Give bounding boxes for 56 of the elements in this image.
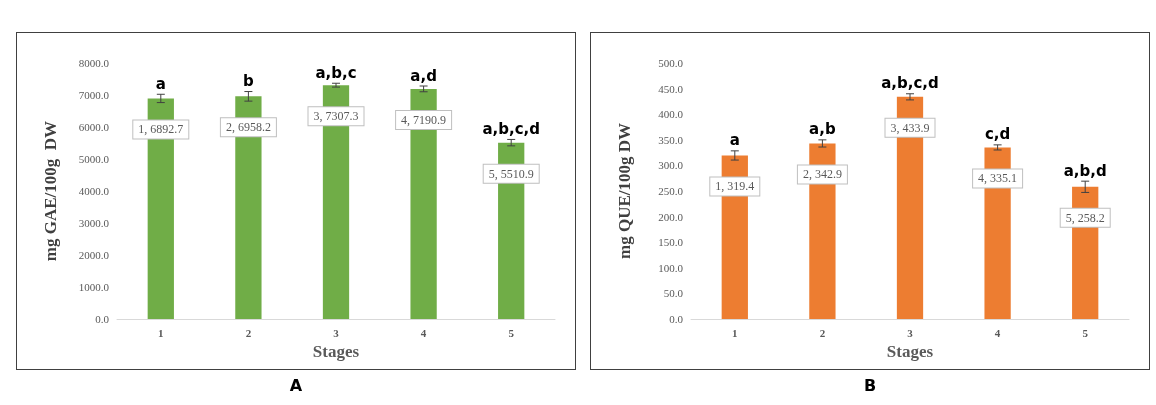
data-label: 3, 7307.3 (313, 109, 359, 124)
y-tick-label: 7000.0 (78, 89, 110, 101)
x-axis-title: Stages (886, 342, 934, 361)
annotation: a (729, 131, 740, 150)
y-tick-label: 50.0 (663, 287, 684, 300)
y-tick-label: 200.0 (658, 210, 684, 223)
data-label: 1, 6892.7 (138, 122, 184, 137)
y-tick-label: 5000.0 (78, 153, 110, 165)
annotation: a,d (410, 66, 437, 85)
data-label: 3, 433.9 (890, 120, 930, 135)
y-tick-label: 100.0 (658, 261, 684, 274)
data-label: 4, 7190.9 (401, 112, 447, 127)
data-label: 4, 335.1 (978, 171, 1018, 186)
text: B (862, 376, 878, 395)
y-tick-label: 2000.0 (78, 249, 110, 261)
x-tick-label: 1 (158, 326, 164, 339)
x-tick-label: 5 (508, 326, 515, 339)
x-tick-label: 3 (333, 326, 340, 339)
y-tick-label: 1000.0 (78, 281, 110, 293)
data-label: 2, 6958.2 (225, 120, 271, 135)
data-label: 5, 258.2 (1065, 210, 1105, 225)
x-tick-label: 4 (994, 326, 1001, 339)
annotation: a,b,c (315, 63, 357, 82)
x-tick-label: 2 (245, 326, 252, 339)
x-tick-label: 2 (819, 326, 826, 339)
y-tick-label: 150.0 (658, 236, 684, 249)
annotation: a (155, 74, 166, 93)
y-tick-label: 4000.0 (78, 185, 110, 197)
y-tick-label: 0.0 (95, 313, 110, 325)
y-tick-label: 8000.0 (78, 57, 110, 69)
y-tick-label: 500.0 (658, 57, 684, 69)
x-tick-label: 1 (732, 326, 738, 339)
y-tick-label: 350.0 (658, 133, 684, 146)
annotation: a,b,c,d (482, 119, 540, 138)
y-tick-label: 450.0 (658, 82, 684, 95)
y-tick-label: 6000.0 (78, 121, 110, 133)
x-tick-label: 3 (907, 326, 914, 339)
annotation: b (243, 72, 255, 91)
annotation: a,b (809, 120, 836, 139)
y-tick-label: 3000.0 (78, 217, 110, 229)
x-tick-label: 5 (1082, 326, 1089, 339)
annotation: a,b,c,d (881, 74, 939, 93)
y-tick-label: 400.0 (658, 108, 684, 121)
y-tick-label: 0.0 (669, 313, 684, 325)
data-label: 5, 5510.9 (488, 166, 534, 181)
y-axis-title: mg GAE/100g DW (41, 120, 60, 262)
text: A (288, 376, 304, 395)
data-label: 2, 342.9 (802, 167, 842, 182)
annotation: a,b,d (1063, 161, 1107, 180)
data-label: 1, 319.4 (715, 179, 755, 194)
x-tick-label: 4 (420, 326, 427, 339)
y-axis-title: mg QUE/100g DW (615, 123, 634, 259)
y-tick-label: 300.0 (658, 159, 684, 172)
y-tick-label: 250.0 (658, 185, 684, 197)
x-axis-title: Stages (312, 342, 360, 361)
annotation: c,d (984, 125, 1011, 144)
